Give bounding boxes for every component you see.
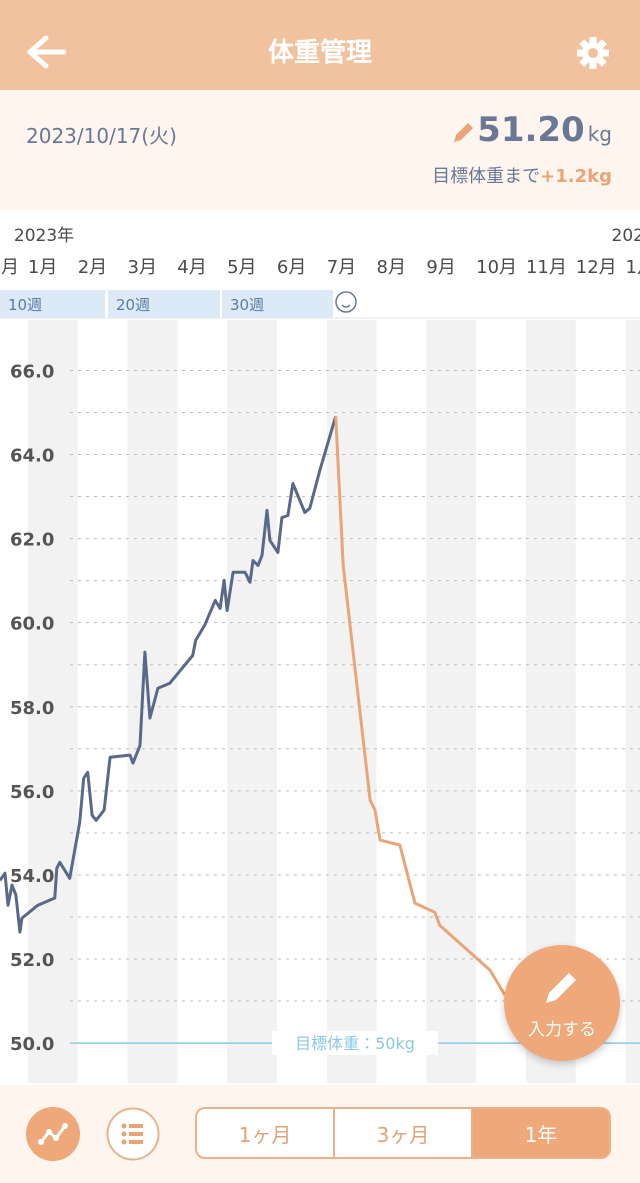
weight-line [0, 415, 338, 934]
y-tick-label: 62.0 [10, 530, 54, 551]
month-stripe [127, 320, 178, 1083]
range-tab[interactable]: 1ヶ月 [195, 1107, 335, 1159]
x-tick-label: 12月 [576, 257, 617, 278]
y-tick-label: 56.0 [10, 782, 54, 803]
y-tick-label: 58.0 [10, 698, 54, 719]
fab-label: 入力する [528, 1020, 596, 1040]
range-tab[interactable]: 3ヶ月 [333, 1107, 473, 1159]
x-tick-label: 3月 [128, 257, 157, 278]
baby-face [335, 291, 357, 313]
x-tick-label: 6月 [277, 257, 306, 278]
week-label: 10週 [8, 296, 42, 314]
month-stripe [326, 320, 377, 1083]
y-tick-label: 50.0 [10, 1034, 54, 1055]
x-tick-label: 10月 [476, 257, 517, 278]
weight-value: 51.20 [477, 110, 585, 150]
week-label: 30週 [230, 296, 264, 314]
week-band [108, 290, 220, 318]
weight-display: 51.20 kg [477, 110, 612, 150]
list-view-button[interactable] [106, 1107, 160, 1161]
fab-icon [546, 973, 576, 1003]
week-band [222, 290, 333, 318]
y-tick-label: 64.0 [10, 446, 54, 467]
goal-diff: +1.2kg [540, 166, 612, 187]
header-title: 体重管理 [267, 38, 372, 68]
x-tick-label: 11月 [526, 257, 567, 278]
month-stripe [625, 320, 640, 1083]
x-tick-label: 9月 [426, 257, 455, 278]
x-tick-label: 4月 [177, 257, 206, 278]
chart-view-button[interactable] [26, 1107, 80, 1161]
goal-label-bg [272, 1031, 438, 1056]
x-tick-label: 5月 [227, 257, 256, 278]
month-stripe [227, 320, 277, 1083]
settings-button[interactable] [576, 36, 610, 70]
date: 2023/10/17(火) [26, 124, 177, 148]
goal-label: 目標体重まで [432, 166, 541, 187]
header: 体重管理 [0, 0, 640, 90]
baby-smile [341, 304, 351, 308]
month-stripe [426, 320, 477, 1083]
x-tick-label: 12月 [0, 257, 19, 278]
baby-icon [335, 291, 357, 313]
x-tick-label: 8月 [377, 257, 406, 278]
y-tick-label: 66.0 [10, 361, 54, 382]
footer: 1ヶ月 3ヶ月 1年 [0, 1085, 640, 1183]
x-tick-label: 1月 [28, 257, 57, 278]
month-stripe [27, 320, 78, 1083]
year-label: 2023年 [14, 226, 74, 246]
edit-icon[interactable] [450, 120, 476, 146]
goal-label: 目標体重：50kg [295, 1034, 415, 1053]
x-tick-label: 1月 [626, 257, 640, 278]
input-fab[interactable]: 入力する [504, 945, 620, 1061]
y-tick-label: 52.0 [10, 950, 54, 971]
back-button[interactable] [26, 34, 66, 70]
goal-remaining: 目標体重まで+1.2kg [432, 162, 612, 188]
week-band [0, 290, 105, 318]
y-tick-label: 54.0 [10, 866, 54, 887]
year-label: 2024年 [612, 226, 640, 246]
x-tick-label: 7月 [327, 257, 356, 278]
weight-unit: kg [587, 122, 612, 146]
x-tick-label: 2月 [78, 257, 107, 278]
range-tab[interactable]: 1年 [471, 1107, 611, 1159]
weight-line [334, 416, 507, 996]
week-label: 20週 [116, 296, 150, 314]
y-tick-label: 60.0 [10, 614, 54, 635]
summary: 2023/10/17(火) 51.20 kg 目標体重まで+1.2kg [0, 90, 640, 210]
